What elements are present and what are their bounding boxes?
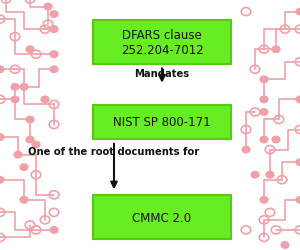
- Circle shape: [50, 227, 58, 233]
- Text: One of the root documents for: One of the root documents for: [28, 146, 200, 156]
- Circle shape: [44, 4, 52, 11]
- Circle shape: [296, 97, 300, 103]
- Circle shape: [272, 47, 280, 53]
- Circle shape: [50, 67, 58, 73]
- Circle shape: [260, 97, 268, 103]
- Circle shape: [242, 147, 250, 153]
- Circle shape: [266, 172, 274, 178]
- Text: DFARS clause
252.204-7012: DFARS clause 252.204-7012: [121, 28, 203, 56]
- Circle shape: [0, 67, 4, 73]
- Text: Mandates: Mandates: [134, 69, 190, 79]
- Circle shape: [32, 142, 40, 148]
- Circle shape: [296, 9, 300, 16]
- Circle shape: [260, 77, 268, 83]
- Text: NIST SP 800-171: NIST SP 800-171: [113, 116, 211, 129]
- Circle shape: [14, 152, 22, 158]
- FancyBboxPatch shape: [93, 196, 231, 240]
- Circle shape: [20, 197, 28, 203]
- FancyBboxPatch shape: [93, 21, 231, 64]
- Circle shape: [50, 52, 58, 58]
- Circle shape: [0, 134, 4, 141]
- Circle shape: [11, 84, 19, 91]
- Circle shape: [20, 84, 28, 91]
- Circle shape: [260, 137, 268, 143]
- Circle shape: [26, 137, 34, 143]
- Circle shape: [260, 197, 268, 203]
- FancyBboxPatch shape: [93, 106, 231, 139]
- Circle shape: [0, 177, 4, 183]
- Circle shape: [26, 47, 34, 53]
- Circle shape: [296, 197, 300, 203]
- Circle shape: [251, 172, 259, 178]
- Circle shape: [296, 159, 300, 166]
- Circle shape: [50, 12, 58, 18]
- Circle shape: [281, 242, 289, 248]
- Circle shape: [20, 164, 28, 171]
- Circle shape: [41, 97, 49, 103]
- Circle shape: [26, 117, 34, 123]
- Circle shape: [272, 137, 280, 143]
- Circle shape: [11, 97, 19, 103]
- Text: CMMC 2.0: CMMC 2.0: [132, 211, 192, 224]
- Circle shape: [260, 109, 268, 116]
- Circle shape: [50, 27, 58, 33]
